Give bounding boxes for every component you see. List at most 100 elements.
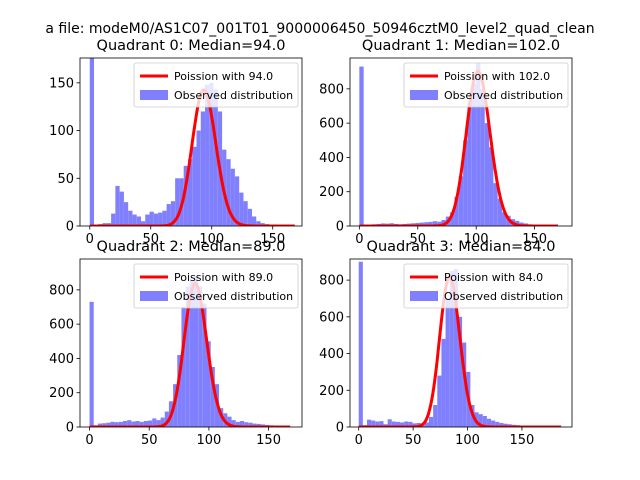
- histogram-bar: [156, 420, 161, 427]
- histogram-bar: [489, 147, 494, 226]
- histogram-bar: [89, 301, 94, 427]
- histogram-bar: [428, 221, 433, 226]
- chart-title: Quadrant 3: Median=84.0: [367, 239, 556, 255]
- y-tick-label: 600: [319, 117, 344, 132]
- histogram-bar: [181, 307, 186, 427]
- histogram-bar: [140, 221, 146, 226]
- histogram-bar: [424, 422, 430, 427]
- histogram-bar: [123, 202, 129, 226]
- x-tick-label: 0: [355, 232, 363, 247]
- histogram-bar: [132, 214, 137, 226]
- y-tick-label: 800: [49, 283, 74, 298]
- histogram-bar: [145, 214, 150, 226]
- histogram-bar: [187, 159, 193, 226]
- x-tick-label: 150: [260, 232, 285, 247]
- x-tick-label: 50: [409, 232, 426, 247]
- x-tick-label: 0: [355, 433, 363, 448]
- histogram-bar: [162, 210, 167, 226]
- legend: Poission with 102.0 Observed distribution: [403, 62, 569, 108]
- histogram-bar: [437, 375, 442, 427]
- histogram-bar: [122, 421, 128, 427]
- histogram-bar: [206, 341, 211, 427]
- histogram-bar: [234, 176, 240, 226]
- histogram-bar: [450, 212, 455, 226]
- histogram-bar: [158, 212, 163, 226]
- histogram-bar: [491, 420, 496, 427]
- chart-title: Quadrant 0: Median=94.0: [97, 38, 286, 54]
- histogram-bar: [476, 63, 481, 226]
- histogram-bar: [152, 418, 157, 427]
- histogram-bar: [497, 198, 503, 226]
- histogram-bar: [114, 422, 119, 427]
- x-tick-label: 150: [256, 433, 281, 448]
- histogram-bar: [210, 367, 215, 427]
- histogram-bar: [391, 421, 396, 427]
- histogram-bar: [441, 338, 446, 427]
- chart-title: Quadrant 2: Median=89.0: [97, 239, 286, 255]
- y-tick-label: 50: [57, 172, 74, 187]
- histogram-bar: [164, 411, 169, 427]
- y-tick-label: 800: [319, 274, 344, 289]
- y-tick-label: 200: [319, 185, 344, 200]
- histogram-bar: [170, 201, 176, 226]
- histogram-bar: [480, 88, 485, 226]
- histogram-bar: [205, 84, 210, 226]
- histogram-bar: [226, 159, 231, 226]
- histogram-bar: [189, 279, 194, 427]
- legend-hist-swatch: [140, 291, 168, 301]
- histogram-bar: [503, 423, 508, 427]
- histogram-bar: [502, 212, 507, 226]
- histogram-bar: [256, 221, 261, 226]
- histogram-bar: [499, 422, 504, 427]
- y-tick-label: 100: [49, 124, 74, 139]
- x-tick-label: 50: [142, 232, 159, 247]
- histogram-bar: [243, 201, 248, 226]
- histogram-bar: [102, 423, 107, 427]
- histogram-bar: [371, 420, 376, 427]
- x-tick-label: 100: [455, 433, 480, 448]
- histogram-bar: [148, 420, 153, 427]
- histogram-bar: [160, 417, 165, 427]
- histogram-bar: [486, 418, 492, 427]
- histogram-bar: [200, 111, 206, 226]
- histogram-bar: [193, 276, 199, 427]
- histogram-bar: [115, 185, 120, 226]
- histogram-bar: [359, 66, 364, 226]
- histogram-bar: [175, 178, 180, 226]
- histogram-bar: [248, 422, 253, 427]
- x-tick-label: 100: [464, 232, 489, 247]
- legend-poisson-label: Poission with 89.0: [174, 271, 273, 284]
- histogram-bar: [128, 210, 133, 226]
- legend: Poission with 94.0 Observed distribution: [133, 62, 299, 108]
- x-tick-label: 100: [199, 232, 224, 247]
- y-tick-label: 200: [319, 384, 344, 399]
- histogram-bar: [437, 221, 442, 226]
- x-tick-label: 150: [510, 433, 535, 448]
- y-tick-label: 0: [66, 220, 74, 235]
- histogram-bar: [429, 416, 434, 427]
- histogram-bar: [458, 176, 464, 226]
- y-tick-label: 400: [319, 151, 344, 166]
- chart-quadrant-3: 0 50 100 150 0 200 400 600 800 Quadrant 3: Median…: [319, 239, 573, 448]
- histogram-bar: [495, 421, 500, 427]
- histogram-bar: [493, 183, 498, 226]
- histogram-bar: [415, 222, 420, 226]
- histogram-bar: [209, 82, 214, 226]
- histogram-bar: [177, 355, 182, 427]
- poisson-curve: [358, 275, 562, 427]
- axes-frame: [79, 57, 303, 227]
- y-tick-label: 0: [336, 421, 344, 436]
- x-tick-label: 0: [86, 232, 94, 247]
- histogram-bar: [471, 83, 477, 226]
- histogram-bar: [453, 269, 458, 427]
- y-tick-label: 0: [66, 421, 74, 436]
- figure-title: a file: modeM0/AS1C07_001T01_9000006450_…: [45, 21, 594, 37]
- y-tick-label: 150: [49, 76, 74, 91]
- histogram-bar: [136, 216, 141, 226]
- histogram-bar: [256, 423, 261, 427]
- legend-poisson-label: Poission with 94.0: [174, 70, 273, 83]
- histogram-bar: [119, 191, 124, 226]
- histogram-bar: [198, 286, 203, 427]
- histogram-bar: [412, 423, 417, 427]
